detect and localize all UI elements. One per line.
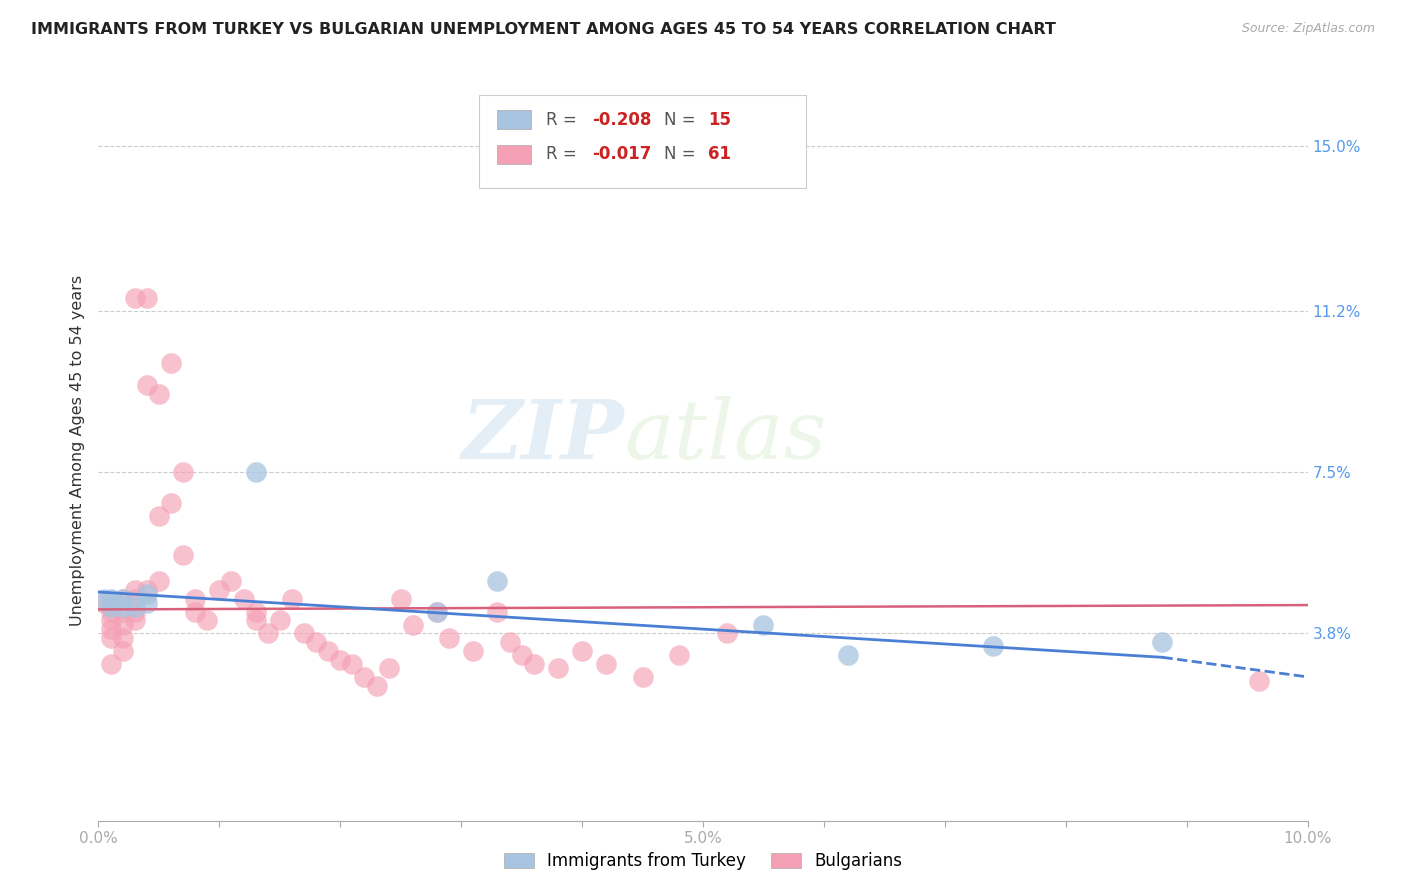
- Point: [111, 631, 134, 645]
- Point: [172, 548, 194, 562]
- Legend: Immigrants from Turkey, Bulgarians: Immigrants from Turkey, Bulgarians: [498, 846, 908, 877]
- Point: [716, 626, 738, 640]
- Point: [498, 635, 520, 649]
- Point: [100, 631, 122, 645]
- Point: [595, 657, 617, 671]
- Point: [245, 465, 267, 479]
- Point: [124, 591, 146, 606]
- Point: [100, 657, 122, 671]
- Point: [100, 605, 122, 619]
- Point: [160, 356, 183, 370]
- Point: [837, 648, 859, 662]
- Point: [100, 591, 122, 606]
- Point: [124, 582, 146, 597]
- Text: -0.017: -0.017: [592, 145, 651, 163]
- Point: [111, 591, 134, 606]
- Point: [124, 613, 146, 627]
- Point: [571, 644, 593, 658]
- Point: [184, 605, 207, 619]
- Point: [426, 605, 449, 619]
- Point: [316, 644, 339, 658]
- Point: [510, 648, 533, 662]
- Point: [269, 613, 291, 627]
- Point: [135, 587, 157, 601]
- Point: [221, 574, 243, 588]
- FancyBboxPatch shape: [498, 110, 531, 129]
- Point: [124, 605, 146, 619]
- Point: [135, 291, 157, 305]
- FancyBboxPatch shape: [479, 95, 806, 187]
- Point: [1249, 674, 1271, 689]
- Point: [426, 605, 449, 619]
- Point: [353, 670, 375, 684]
- Point: [631, 670, 654, 684]
- Text: 15: 15: [707, 111, 731, 128]
- Point: [668, 648, 690, 662]
- Point: [100, 600, 122, 615]
- Point: [245, 605, 267, 619]
- Point: [135, 596, 157, 610]
- Point: [523, 657, 546, 671]
- Point: [124, 600, 146, 615]
- Text: atlas: atlas: [624, 396, 827, 475]
- Point: [752, 617, 775, 632]
- Point: [281, 591, 304, 606]
- Point: [366, 679, 388, 693]
- Text: ZIP: ZIP: [461, 396, 624, 475]
- Point: [377, 661, 399, 675]
- Point: [329, 652, 352, 666]
- Point: [111, 605, 134, 619]
- Point: [486, 605, 509, 619]
- Text: Source: ZipAtlas.com: Source: ZipAtlas.com: [1241, 22, 1375, 36]
- Point: [208, 582, 231, 597]
- Text: IMMIGRANTS FROM TURKEY VS BULGARIAN UNEMPLOYMENT AMONG AGES 45 TO 54 YEARS CORRE: IMMIGRANTS FROM TURKEY VS BULGARIAN UNEM…: [31, 22, 1056, 37]
- Point: [160, 496, 183, 510]
- Text: -0.208: -0.208: [592, 111, 651, 128]
- Point: [124, 291, 146, 305]
- Point: [292, 626, 315, 640]
- Point: [100, 622, 122, 636]
- Point: [463, 644, 485, 658]
- Point: [148, 508, 170, 523]
- Text: N =: N =: [664, 145, 702, 163]
- Point: [437, 631, 460, 645]
- Point: [93, 591, 115, 606]
- Point: [1152, 635, 1174, 649]
- Point: [111, 617, 134, 632]
- Point: [245, 613, 267, 627]
- Point: [232, 591, 254, 606]
- Point: [148, 574, 170, 588]
- Point: [93, 596, 115, 610]
- Point: [111, 591, 134, 606]
- Point: [486, 574, 509, 588]
- Point: [100, 613, 122, 627]
- Point: [148, 387, 170, 401]
- Point: [389, 591, 412, 606]
- Point: [172, 465, 194, 479]
- Point: [111, 644, 134, 658]
- Text: 61: 61: [707, 145, 731, 163]
- Y-axis label: Unemployment Among Ages 45 to 54 years: Unemployment Among Ages 45 to 54 years: [69, 275, 84, 626]
- Point: [184, 591, 207, 606]
- Point: [547, 661, 569, 675]
- Text: R =: R =: [546, 145, 582, 163]
- Point: [342, 657, 364, 671]
- Point: [305, 635, 328, 649]
- Point: [981, 640, 1004, 654]
- Point: [195, 613, 218, 627]
- Text: N =: N =: [664, 111, 702, 128]
- Text: R =: R =: [546, 111, 582, 128]
- Point: [402, 617, 425, 632]
- Point: [135, 378, 157, 392]
- Point: [111, 600, 134, 615]
- FancyBboxPatch shape: [498, 145, 531, 164]
- Point: [256, 626, 278, 640]
- Point: [135, 582, 157, 597]
